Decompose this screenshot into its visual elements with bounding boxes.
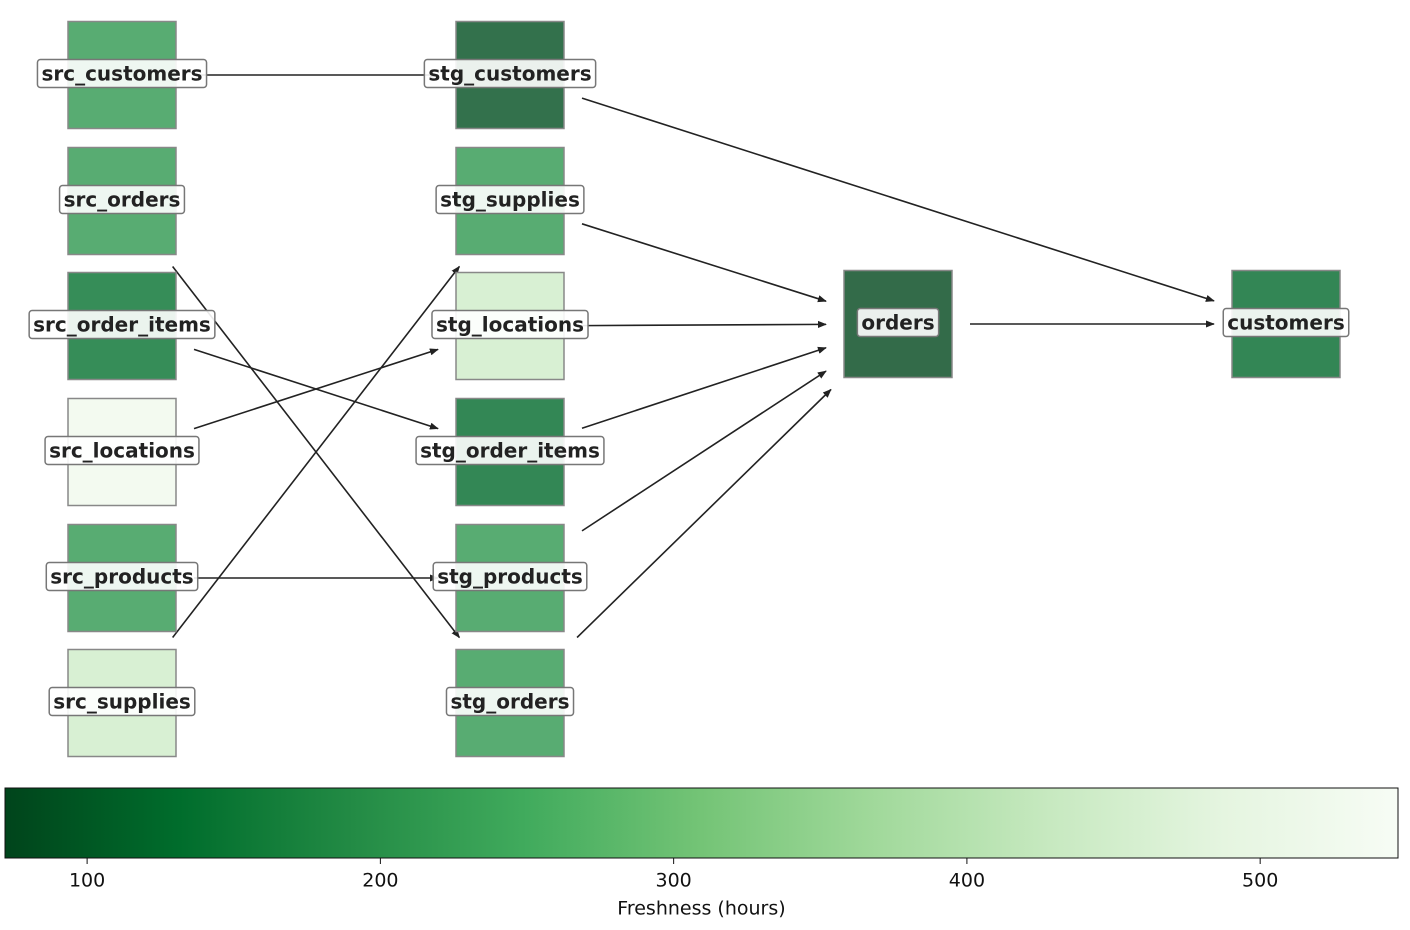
colorbar (4, 787, 1399, 859)
label-box (1222, 307, 1350, 338)
label-box (431, 309, 589, 340)
node-label: stg_locations (436, 313, 584, 337)
node-label: src_customers (41, 62, 202, 86)
colorbar-tick-label: 100 (69, 870, 105, 892)
colorbar-tick-label: 400 (949, 870, 985, 892)
edge (581, 97, 1215, 302)
label-box (856, 307, 940, 338)
edge (193, 348, 439, 430)
node-label: src_products (50, 565, 193, 589)
label-box (44, 435, 200, 466)
node-label: src_order_items (33, 313, 211, 337)
node-label: stg_customers (428, 62, 591, 86)
node-label: stg_supplies (440, 188, 580, 212)
node-label: src_locations (49, 439, 195, 463)
node-label: stg_order_items (420, 439, 600, 463)
node-label: stg_products (437, 565, 583, 589)
colorbar-tick-label: 500 (1242, 870, 1278, 892)
label-box (36, 58, 208, 89)
label-box (45, 561, 199, 592)
colorbar-tick-label: 300 (656, 870, 692, 892)
node-label: src_supplies (53, 690, 191, 714)
label-box (432, 561, 588, 592)
node-label: stg_orders (450, 690, 569, 714)
label-box (435, 184, 585, 215)
label-box (415, 435, 605, 466)
edge (581, 320, 827, 329)
label-box (423, 58, 597, 89)
colorbar-label: Freshness (hours) (617, 898, 785, 920)
label-box (28, 309, 216, 340)
node-label: src_orders (64, 188, 181, 212)
label-box (48, 686, 196, 717)
edge (581, 223, 827, 303)
edge (171, 265, 461, 638)
label-box (58, 184, 186, 215)
edge (576, 388, 832, 639)
colorbar-tick-label: 200 (362, 870, 398, 892)
node-label: customers (1227, 311, 1344, 335)
edge (581, 370, 827, 532)
label-box (445, 686, 575, 717)
edge (581, 346, 827, 430)
node-label: orders (861, 311, 934, 335)
